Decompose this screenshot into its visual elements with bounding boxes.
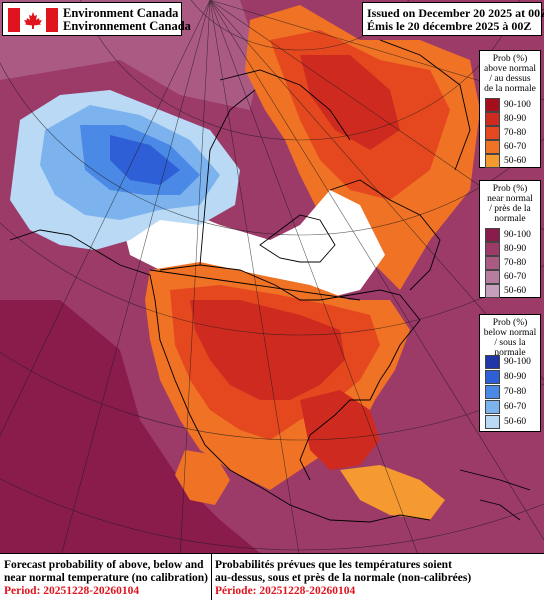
legend-below-row: 90-100 — [485, 355, 541, 370]
legend-swatch — [485, 355, 500, 369]
legend-bin-label: 50-60 — [504, 417, 527, 427]
legend-near-title-line: normale — [494, 214, 526, 224]
caption-en-line2: near normal temperature (no calibration) — [4, 572, 208, 584]
caribbean-above-normal-field — [340, 465, 445, 520]
legend-near-title-line: Prob (%) — [492, 184, 528, 194]
legend-bin-label: 60-70 — [504, 402, 527, 412]
legend-near-row: 50-60 — [485, 284, 541, 299]
issued-date-en: Issued on December 20 2025 at 00Z — [367, 6, 544, 20]
agency-logo-box: Environment Canada Environnement Canada — [2, 2, 191, 36]
legend-bin-label: 60-70 — [504, 272, 527, 282]
issued-date-fr: Émis le 20 décembre 2025 à 00Z — [367, 19, 532, 33]
legend-below-title-line: Prob (%) — [492, 318, 528, 328]
legend-below-row: 50-60 — [485, 415, 541, 430]
legend-below-title: Prob (%) below normal / sous la normale — [480, 315, 540, 358]
legend-bin-label: 70-80 — [504, 128, 527, 138]
caption-en-line1: Forecast probability of above, below and — [4, 559, 204, 571]
legend-bin-label: 90-100 — [504, 230, 531, 240]
legend-above-row: 80-90 — [485, 112, 541, 127]
legend-near-title-line: near normal — [487, 194, 533, 204]
legend-bin-label: 50-60 — [504, 156, 527, 166]
northeast-above-normal-peak — [300, 55, 400, 150]
legend-bin-label: 90-100 — [504, 100, 531, 110]
legend-above-title: Prob (%) above normal / au dessus de la … — [480, 51, 540, 94]
legend-swatch — [485, 370, 500, 384]
legend-bin-label: 80-90 — [504, 114, 527, 124]
pacific-near-normal-field — [0, 300, 260, 553]
legend-near-row: 60-70 — [485, 270, 541, 285]
caption-en-period: Period: 20251228-20260104 — [4, 585, 140, 597]
mexico-above-normal-field — [175, 450, 230, 505]
legend-below-normal: Prob (%) below normal / sous la normale … — [479, 314, 541, 432]
legend-swatch — [485, 98, 500, 112]
caption-fr-period: Période: 20251228-20260104 — [215, 585, 356, 597]
legend-near-title: Prob (%) near normal / près de la normal… — [480, 181, 540, 224]
legend-above-title-line: above normal — [484, 64, 536, 74]
legend-bin-label: 60-70 — [504, 142, 527, 152]
legend-near-row: 90-100 — [485, 228, 541, 243]
conus-above-normal-core — [190, 300, 345, 400]
legend-swatch — [485, 415, 500, 429]
caption-fr-line1: Probabilités prévues que les température… — [215, 559, 452, 571]
legend-bin-label: 90-100 — [504, 357, 531, 367]
legend-bin-label: 70-80 — [504, 258, 527, 268]
western-below-normal-core — [110, 135, 180, 185]
caption-fr-line2: au-dessus, sous et près de la normale (n… — [215, 572, 472, 584]
legend-above-row: 90-100 — [485, 98, 541, 113]
legend-swatch — [485, 228, 500, 242]
legend-near-row: 80-90 — [485, 242, 541, 257]
legend-below-title-line: / sous la normale — [494, 338, 526, 358]
legend-bin-label: 70-80 — [504, 387, 527, 397]
legend-swatch — [485, 112, 500, 126]
legend-above-normal: Prob (%) above normal / au dessus de la … — [479, 50, 541, 168]
legend-swatch — [485, 154, 500, 168]
legend-above-row: 50-60 — [485, 154, 541, 169]
legend-swatch — [485, 140, 500, 154]
legend-above-title-line: Prob (%) — [492, 54, 528, 64]
legend-below-row: 80-90 — [485, 370, 541, 385]
legend-swatch — [485, 385, 500, 399]
gulf-above-normal-core — [300, 390, 380, 470]
legend-below-title-line: below normal — [483, 328, 537, 338]
legend-swatch — [485, 270, 500, 284]
agency-name-fr: Environnement Canada — [63, 19, 191, 33]
legend-below-row: 70-80 — [485, 385, 541, 400]
issued-date-box: Issued on December 20 2025 at 00Z Émis l… — [362, 2, 544, 36]
coastlines — [9, 39, 531, 523]
footer-divider — [211, 553, 212, 600]
legend-bin-label: 50-60 — [504, 286, 527, 296]
legend-swatch — [485, 400, 500, 414]
legend-above-title-line: / au dessus — [489, 74, 531, 84]
legend-above-row: 70-80 — [485, 126, 541, 141]
legend-above-title-line: de la normale — [484, 84, 536, 94]
legend-near-normal: Prob (%) near normal / près de la normal… — [479, 180, 541, 298]
legend-swatch — [485, 126, 500, 140]
legend-near-row: 70-80 — [485, 256, 541, 271]
legend-below-row: 60-70 — [485, 400, 541, 415]
legend-bin-label: 80-90 — [504, 372, 527, 382]
legend-above-row: 60-70 — [485, 140, 541, 155]
legend-near-title-line: / près de la — [489, 204, 531, 214]
legend-swatch — [485, 256, 500, 270]
legend-swatch — [485, 284, 500, 298]
agency-name-en: Environment Canada — [63, 6, 179, 20]
canada-flag-icon — [8, 8, 58, 32]
legend-swatch — [485, 242, 500, 256]
legend-bin-label: 80-90 — [504, 244, 527, 254]
footer-caption — [0, 553, 544, 600]
